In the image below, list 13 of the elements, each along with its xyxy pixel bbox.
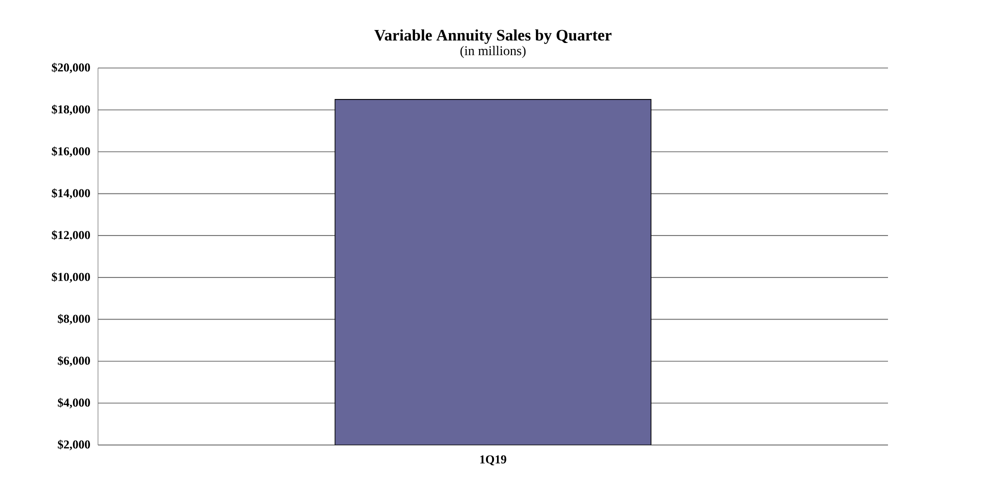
y-tick-label: $18,000 (52, 104, 90, 116)
y-tick-label: $6,000 (58, 356, 90, 366)
y-tick-label: $10,000 (52, 272, 90, 283)
y-tick-label: $4,000 (58, 398, 90, 408)
y-tick-label: $14,000 (52, 188, 90, 199)
y-tick-label: $2,000 (58, 440, 90, 450)
x-tick-label: 1Q19 (480, 455, 506, 466)
y-tick-label: $16,000 (52, 146, 90, 158)
y-tick-label: $8,000 (58, 314, 90, 325)
y-tick-label: $12,000 (52, 230, 90, 241)
chart-title: Variable Annuity Sales by Quarter (374, 29, 612, 44)
y-tick-label: $20,000 (52, 62, 90, 74)
chart-subtitle: (in millions) (460, 46, 526, 58)
